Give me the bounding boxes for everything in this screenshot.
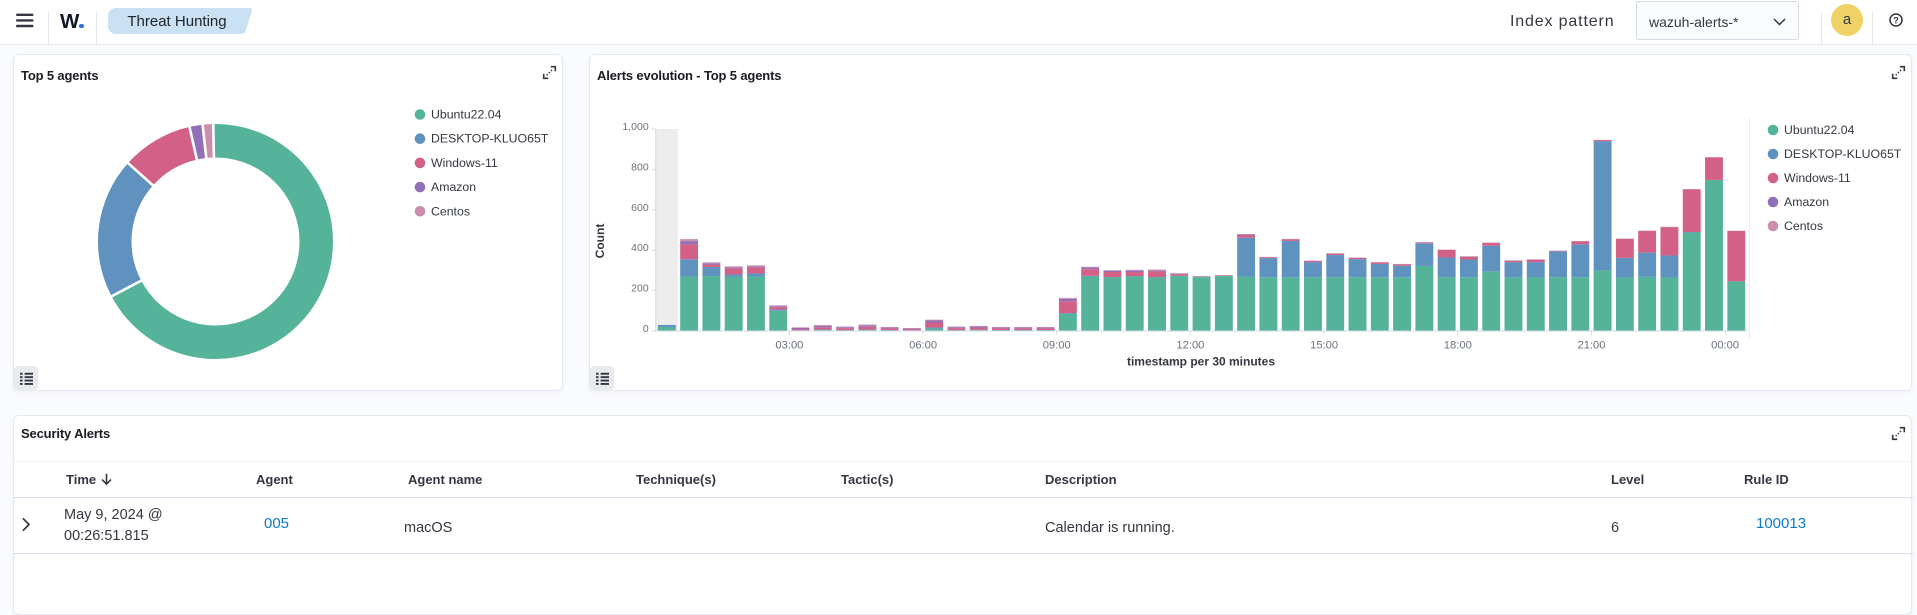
svg-text:600: 600 [631,202,649,214]
svg-text:Ubuntu22.04: Ubuntu22.04 [1784,123,1855,137]
svg-text:0: 0 [643,323,649,335]
svg-text:Centos: Centos [431,204,470,218]
svg-text:400: 400 [631,242,649,254]
svg-text:Windows-11: Windows-11 [431,156,498,170]
svg-text:Centos: Centos [1784,219,1823,233]
svg-text:Amazon: Amazon [431,180,476,194]
svg-text:?: ? [1893,15,1899,25]
svg-text:1,000: 1,000 [622,121,648,133]
svg-text:18:00: 18:00 [1444,339,1472,351]
svg-text:15:00: 15:00 [1310,339,1338,351]
svg-text:00:00: 00:00 [1711,339,1739,351]
svg-text:09:00: 09:00 [1043,339,1071,351]
svg-text:DESKTOP-KLUO65T: DESKTOP-KLUO65T [431,132,549,146]
svg-text:12:00: 12:00 [1176,339,1204,351]
svg-text:Count: Count [593,224,607,259]
svg-text:Threat Hunting: Threat Hunting [127,13,226,30]
svg-text:DESKTOP-KLUO65T: DESKTOP-KLUO65T [1784,147,1902,161]
svg-text:200: 200 [631,283,649,295]
svg-text:Windows-11: Windows-11 [1784,171,1851,185]
svg-text:Amazon: Amazon [1784,195,1829,209]
svg-text:timestamp per 30 minutes: timestamp per 30 minutes [1127,355,1275,369]
svg-text:06:00: 06:00 [909,339,937,351]
svg-text:Ubuntu22.04: Ubuntu22.04 [431,108,502,122]
svg-text:800: 800 [631,161,649,173]
svg-text:21:00: 21:00 [1578,339,1606,351]
svg-text:03:00: 03:00 [775,339,803,351]
